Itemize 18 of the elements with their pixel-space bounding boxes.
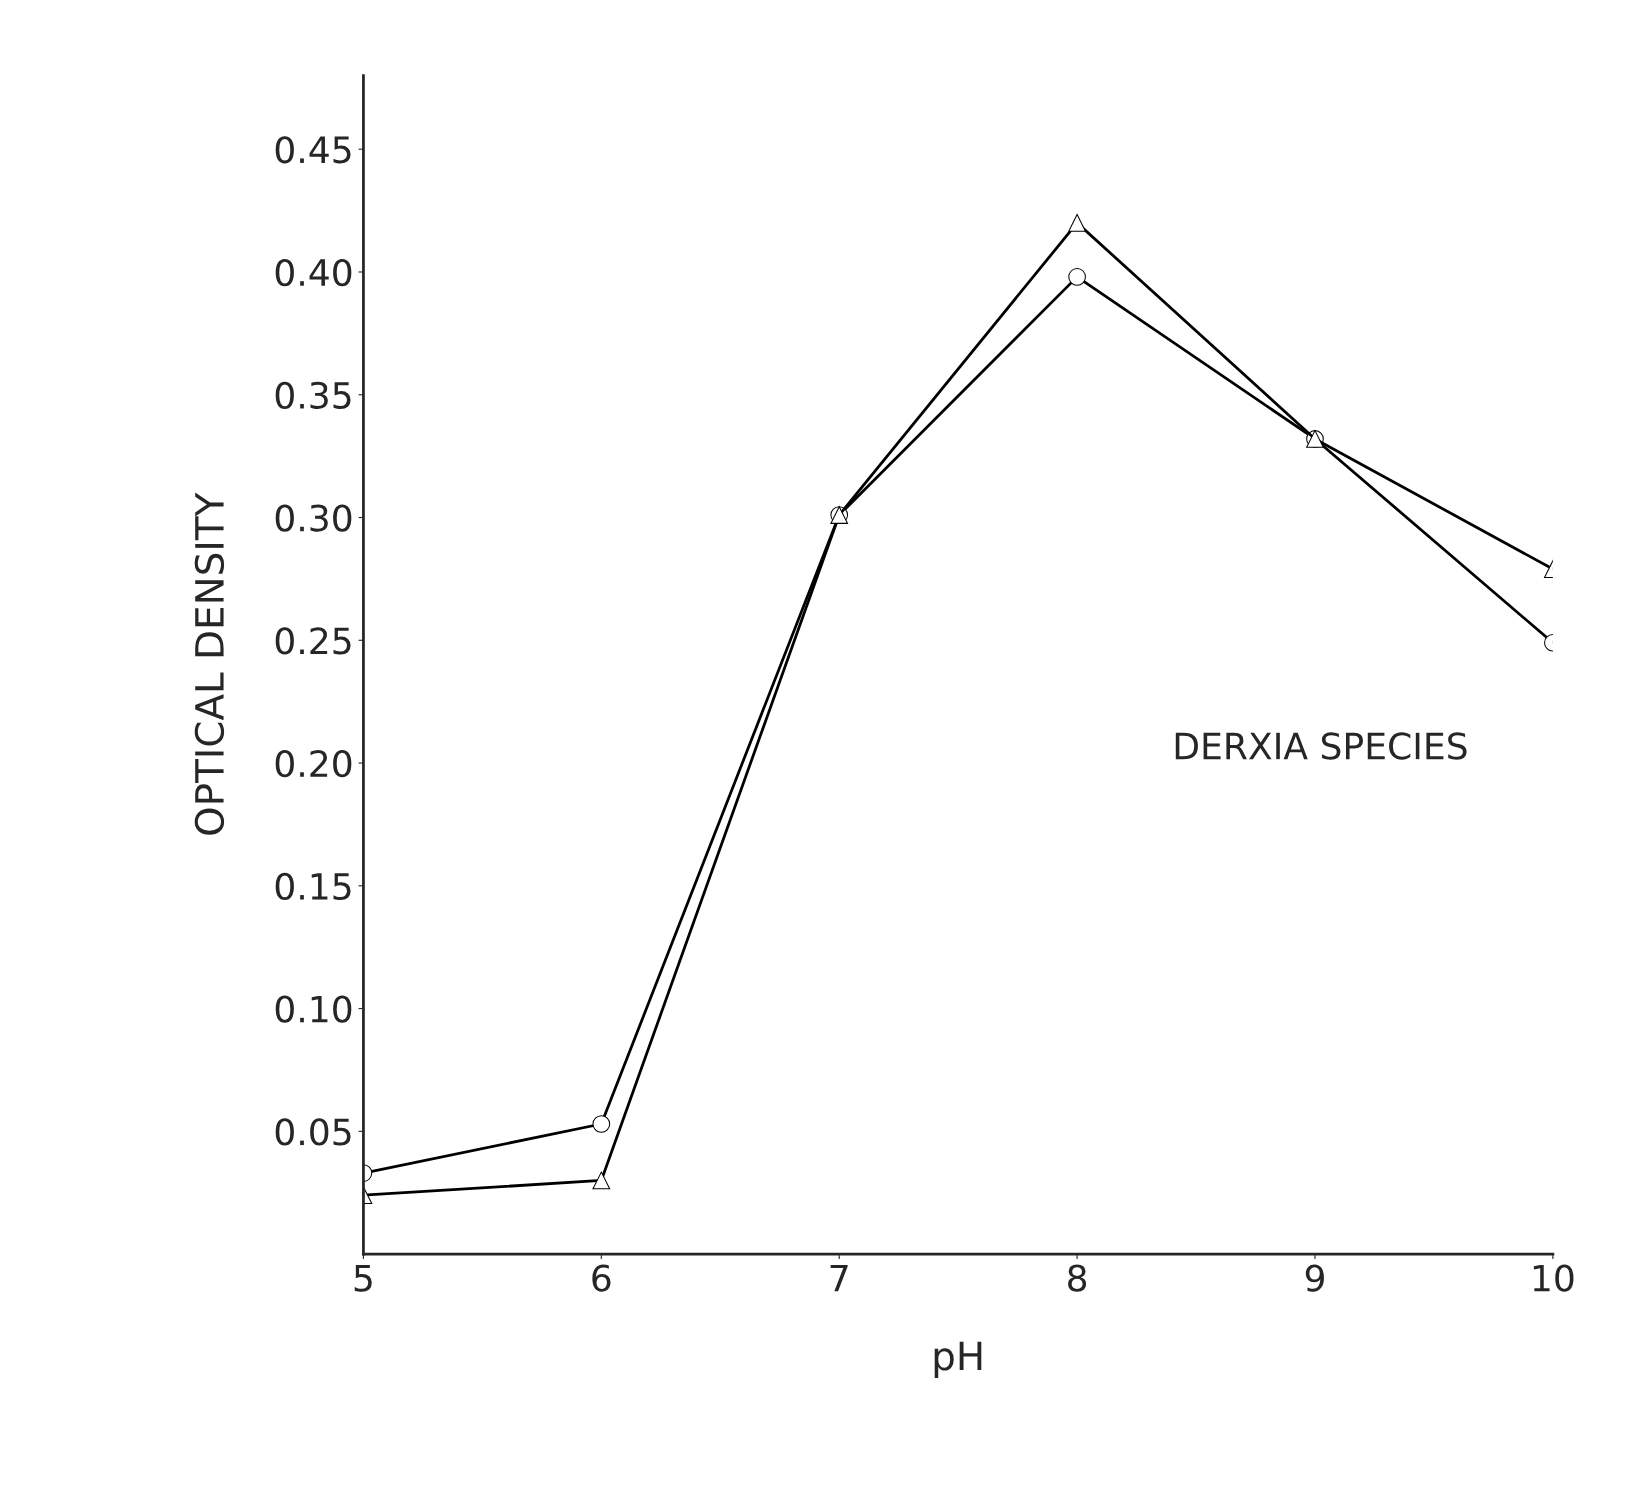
y-tick-label: 0.40: [275, 258, 352, 287]
x-tick-label: 6: [592, 1264, 611, 1292]
y-tick-label: 0.10: [275, 995, 352, 1023]
y-tick-label: 0.05: [275, 1118, 351, 1146]
y-tick-label: 0.30: [275, 504, 352, 532]
y-tick-label: 0.20: [275, 749, 352, 778]
x-axis-title: pH: [934, 1341, 982, 1379]
y-tick-label: 0.25: [275, 627, 351, 655]
y-tick-label: 0.15: [275, 872, 351, 901]
y-axis-title: OPTICAL DENSITY: [194, 492, 225, 835]
x-tick-label: 7: [830, 1264, 848, 1292]
x-tick-label: 9: [1305, 1264, 1324, 1292]
annotation: DERXIA SPECIES: [1175, 732, 1467, 760]
x-tick-label: 5: [354, 1264, 372, 1292]
y-tick-label: 0.35: [275, 381, 351, 409]
x-tick-label: 10: [1533, 1264, 1574, 1292]
y-tick-label: 0.45: [275, 136, 351, 164]
x-tick-label: 8: [1068, 1264, 1087, 1292]
